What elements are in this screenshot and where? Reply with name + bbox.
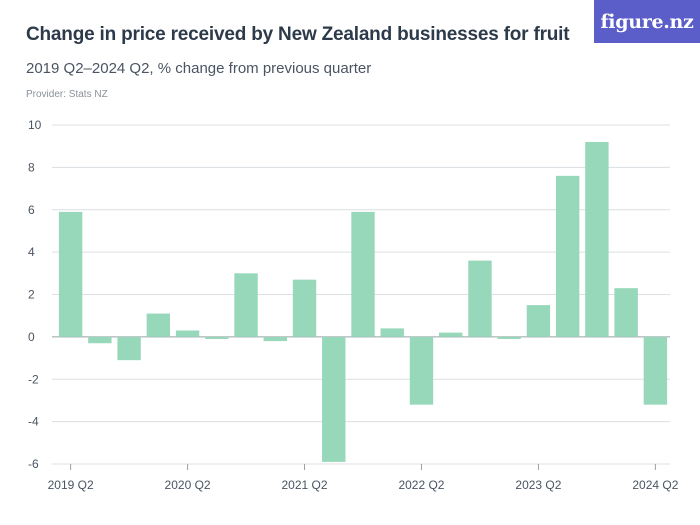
y-axis-ticks: 10 8 6 4 2 0 -2 -4 -6 bbox=[28, 118, 42, 471]
bar[interactable] bbox=[439, 332, 463, 337]
figure-nz-logo[interactable]: figure.nz bbox=[594, 0, 700, 43]
bar[interactable] bbox=[234, 273, 258, 337]
bar[interactable] bbox=[468, 260, 492, 337]
bar[interactable] bbox=[643, 336, 668, 405]
x-tick-label: 2021 Q2 bbox=[282, 478, 328, 492]
bar[interactable] bbox=[117, 336, 141, 361]
x-tick-label: 2023 Q2 bbox=[515, 478, 561, 492]
y-tick-label: -4 bbox=[28, 415, 39, 429]
x-axis-ticks: 2019 Q2 2020 Q2 2021 Q2 2022 Q2 2023 Q2 2024 … bbox=[48, 464, 679, 492]
chart-title: Change in price received by New Zealand … bbox=[26, 24, 570, 45]
bar[interactable] bbox=[146, 313, 171, 337]
y-tick-label: 8 bbox=[28, 160, 35, 174]
bar[interactable] bbox=[409, 336, 434, 405]
bar[interactable] bbox=[205, 336, 229, 339]
y-tick-label: 10 bbox=[28, 118, 42, 132]
y-tick-label: 4 bbox=[28, 245, 35, 259]
bar[interactable] bbox=[497, 336, 521, 339]
bar[interactable] bbox=[175, 330, 200, 337]
bar[interactable] bbox=[351, 211, 375, 337]
bar[interactable] bbox=[555, 175, 580, 337]
bar[interactable] bbox=[263, 336, 287, 342]
bar[interactable] bbox=[380, 328, 404, 337]
x-tick-label: 2022 Q2 bbox=[398, 478, 444, 492]
data-provider: Provider: Stats NZ bbox=[26, 89, 108, 100]
bar[interactable] bbox=[585, 141, 609, 337]
y-tick-label: 6 bbox=[28, 203, 35, 217]
chart-subtitle: 2019 Q2–2024 Q2, % change from previous … bbox=[26, 60, 372, 77]
x-tick-label: 2019 Q2 bbox=[48, 478, 94, 492]
y-tick-label: -6 bbox=[28, 457, 39, 471]
bar[interactable] bbox=[58, 211, 83, 337]
bar[interactable] bbox=[614, 288, 638, 337]
bar[interactable] bbox=[88, 336, 112, 344]
x-tick-label: 2024 Q2 bbox=[632, 478, 678, 492]
y-tick-label: 2 bbox=[28, 288, 35, 302]
y-tick-label: -2 bbox=[28, 372, 39, 386]
bar[interactable] bbox=[292, 279, 317, 337]
x-tick-label: 2020 Q2 bbox=[165, 478, 211, 492]
bar[interactable] bbox=[322, 336, 346, 462]
bar[interactable] bbox=[526, 305, 551, 337]
bars bbox=[58, 141, 668, 462]
logo-text: figure.nz bbox=[600, 10, 694, 33]
y-tick-label: 0 bbox=[28, 330, 35, 344]
